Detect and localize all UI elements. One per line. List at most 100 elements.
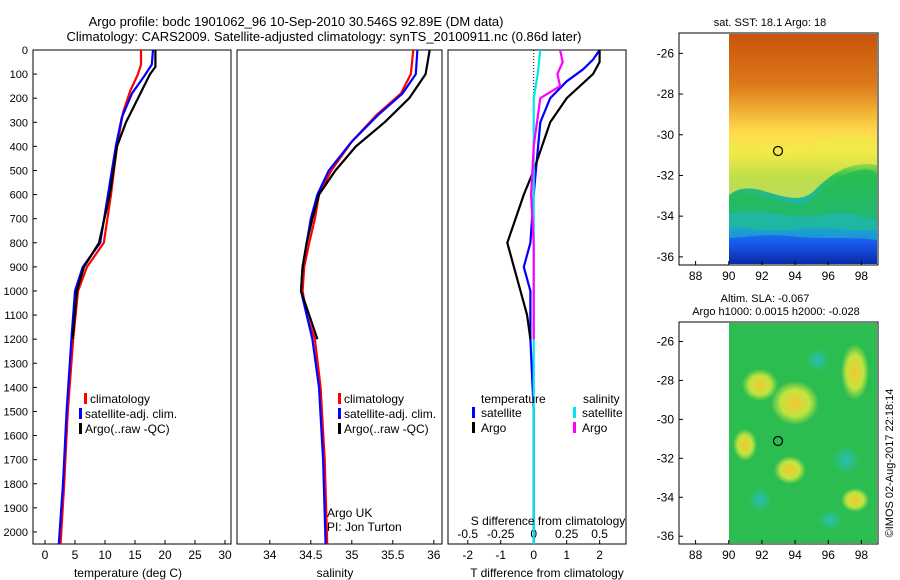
diff-t-xtick-2: 2: [596, 548, 603, 562]
sla-ytick--28: -28: [657, 373, 675, 387]
annotation-line-1: Argo UK: [327, 506, 372, 520]
depth-tick-100: 100: [10, 69, 28, 81]
depth-tick-1400: 1400: [4, 382, 28, 394]
sla-high-5: [733, 429, 757, 461]
difference-plot: -2 -1 0 1 2-0.5 -0.25 0 0.25 0.5: [457, 49, 608, 562]
sla-high-4: [774, 456, 806, 484]
depth-axis: 0 100 200 300 400 500 600 700 800 900 1000 1100 1200…: [4, 45, 37, 539]
diff-t-xtick-0: 0: [530, 548, 537, 562]
sla-high-2: [841, 344, 869, 400]
legend-swatch-climatology-2: [338, 393, 341, 404]
salinity-xlabel: salinity: [317, 566, 354, 580]
depth-tick-1900: 1900: [4, 503, 28, 515]
salinity-xtick-34.5: 34.5: [299, 548, 323, 562]
depth-tick-1300: 1300: [4, 358, 28, 370]
diff-s-xtick--0.25: -0.25: [487, 527, 515, 541]
temperature-xtick-20: 20: [158, 548, 172, 562]
sst-warm-tongue: [729, 135, 877, 198]
legend-label-climatology: climatology: [90, 392, 150, 406]
sla-xtick-94: 94: [788, 548, 802, 562]
difference-legend: temperature salinity satellite satellite…: [472, 392, 623, 435]
sst-ytick--28: -28: [657, 87, 675, 101]
diff-t-xtick--1: -1: [495, 548, 506, 562]
sla-low-3: [748, 488, 772, 512]
sst-ytick--36: -36: [657, 250, 675, 264]
depth-tick-1700: 1700: [4, 455, 28, 467]
depth-tick-1800: 1800: [4, 479, 28, 491]
temperature-xtick-25: 25: [188, 548, 202, 562]
depth-tick-400: 400: [10, 141, 28, 153]
diff-swatch-temp-argo: [472, 422, 475, 433]
sst-xtick-88: 88: [689, 269, 703, 283]
temperature-xlabel: temperature (deg C): [74, 566, 182, 580]
sst-argo-marker: [772, 145, 784, 157]
sla-xtick-88: 88: [689, 548, 703, 562]
salinity-series-argo-raw-qc-: [299, 49, 431, 340]
temperature-series-climatology: [59, 50, 143, 545]
sla-low-4: [818, 510, 842, 530]
salinity-xtick-36: 36: [427, 548, 441, 562]
depth-tick-1000: 1000: [4, 286, 28, 298]
sla-low-2: [832, 446, 860, 474]
legend-label-satellite-2: satellite-adj. clim.: [344, 407, 436, 421]
sst-ytick--26: -26: [657, 46, 675, 60]
legend-label-argo: Argo(..raw -QC): [85, 422, 170, 436]
sla-ytick--36: -36: [657, 529, 675, 543]
salinity-legend: climatology satellite-adj. clim. Argo(..…: [338, 392, 436, 436]
diff-series-temperature-satellite: [522, 49, 601, 544]
legend-label-argo-2: Argo(..raw -QC): [344, 422, 429, 436]
temperature-xtick-15: 15: [128, 548, 142, 562]
depth-tick-1500: 1500: [4, 406, 28, 418]
temperature-xtick-0: 0: [42, 548, 49, 562]
sst-xtick-98: 98: [855, 269, 869, 283]
temperature-xtick-30: 30: [218, 548, 232, 562]
sla-high-3: [742, 369, 778, 401]
temperature-series-satellite-adj-clim-: [57, 49, 155, 545]
legend-swatch-argo: [79, 423, 82, 434]
diff-label-temp-satellite: satellite: [481, 406, 522, 420]
difference-panel-frame: [447, 49, 627, 545]
temperature-plot: 0 5 10 15 20 25 30: [42, 49, 232, 562]
depth-tick-200: 200: [10, 93, 28, 105]
sla-ytick--30: -30: [657, 412, 675, 426]
depth-tick-1600: 1600: [4, 431, 28, 443]
diff-label-sal-argo: Argo: [582, 421, 608, 435]
sst-ytick--30: -30: [657, 128, 675, 142]
salinity-series-satellite-adj-clim-: [299, 49, 419, 545]
sla-ytick--34: -34: [657, 490, 675, 504]
diff-t-xtick-1: 1: [563, 548, 570, 562]
s-difference-xlabel: S difference from climatology: [471, 514, 626, 528]
legend-swatch-argo-2: [338, 423, 341, 434]
salinity-xtick-34: 34: [263, 548, 277, 562]
sst-cyan-band: [729, 211, 877, 240]
sla-map-axes: 88 90 92 94 96 98 -26 -28 -30 -32 -34 -36: [657, 334, 869, 562]
depth-tick-600: 600: [10, 190, 28, 202]
imos-side-label: ©IMOS 02-Aug-2017 22:18:14: [884, 389, 896, 538]
sst-xtick-90: 90: [722, 269, 736, 283]
depth-tick-0: 0: [22, 45, 28, 57]
title-line-1: Argo profile: bodc 1901062_96 10-Sep-201…: [89, 14, 504, 29]
sla-argo-marker: [772, 435, 784, 447]
salinity-xtick-35: 35: [345, 548, 359, 562]
depth-tick-1200: 1200: [4, 334, 28, 346]
diff-swatch-temp-satellite: [472, 407, 475, 418]
diff-legend-temperature-title: temperature: [481, 392, 546, 406]
sst-map-axes: 88 90 92 94 96 98 -26 -28 -30 -32 -34 -36: [657, 46, 869, 283]
legend-label-satellite: satellite-adj. clim.: [85, 407, 177, 421]
legend-swatch-climatology: [84, 393, 87, 404]
sla-xtick-90: 90: [722, 548, 736, 562]
depth-tick-2000: 2000: [4, 527, 28, 539]
sla-low-1: [806, 348, 830, 372]
temperature-legend: climatology satellite-adj. clim. Argo(..…: [79, 392, 177, 436]
sst-xtick-96: 96: [822, 269, 836, 283]
depth-tick-900: 900: [10, 262, 28, 274]
diff-swatch-sal-satellite: [573, 407, 576, 418]
legend-swatch-satellite: [79, 408, 82, 419]
diff-series-salinity-argo: [529, 49, 564, 340]
sla-ytick--26: -26: [657, 334, 675, 348]
temperature-panel-frame: [32, 49, 232, 545]
depth-tick-700: 700: [10, 214, 28, 226]
diff-s-xtick--0.5: -0.5: [457, 527, 478, 541]
temperature-xtick-10: 10: [98, 548, 112, 562]
